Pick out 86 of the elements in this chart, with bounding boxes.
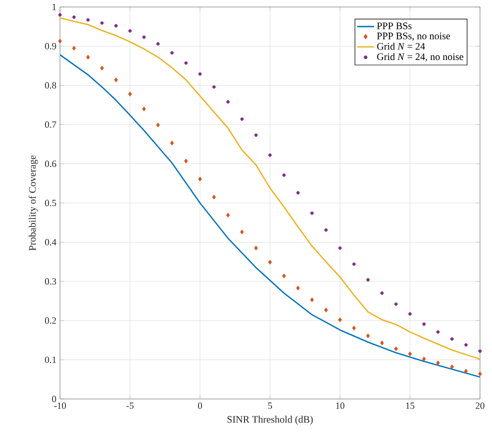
- point: [226, 100, 230, 104]
- point: [408, 312, 412, 316]
- point: [142, 106, 146, 112]
- x-tick-label: 5: [268, 402, 272, 409]
- point: [142, 35, 146, 39]
- point: [254, 246, 258, 250]
- y-tick-label: 0.1: [45, 356, 56, 364]
- x-tick-label: 0: [198, 402, 202, 409]
- point: [338, 246, 342, 250]
- point: [422, 322, 426, 326]
- x-tick-label: 10: [336, 402, 344, 409]
- point: [450, 364, 454, 370]
- y-tick-label: 0.5: [45, 200, 56, 206]
- point: [72, 15, 76, 19]
- point: [296, 191, 300, 194]
- point: [58, 38, 62, 44]
- point: [156, 42, 160, 46]
- point: [184, 61, 188, 65]
- point: [394, 302, 398, 306]
- y-tick-label: 1: [52, 4, 56, 10]
- point: [422, 356, 426, 362]
- x-tick-label: -5: [126, 402, 134, 409]
- x-axis-title: SINR Threshold (dB): [228, 416, 313, 425]
- x-tick-label: 15: [406, 402, 414, 409]
- point: [366, 278, 370, 282]
- point: [128, 92, 132, 96]
- y-tick-label: 0.7: [45, 121, 56, 128]
- point: [58, 13, 62, 17]
- point: [198, 176, 202, 182]
- point: [282, 274, 286, 278]
- point: [100, 21, 104, 25]
- legend-label: Grid N = 24, no noise: [377, 53, 464, 62]
- legend-label: PPP BSs, no noise: [377, 32, 450, 41]
- point: [380, 291, 384, 295]
- point: [478, 349, 482, 353]
- y-tick-label: 0.3: [45, 278, 56, 285]
- point: [338, 317, 342, 322]
- point: [86, 18, 90, 22]
- point: [268, 153, 272, 157]
- y-axis-title: Probability of Coverage: [28, 155, 38, 251]
- point: [184, 158, 188, 164]
- y-tick-label: 0.4: [45, 238, 56, 246]
- y-tick-label: 0.2: [45, 317, 56, 324]
- point: [114, 78, 118, 82]
- legend-label: Grid N = 24: [377, 42, 425, 50]
- point: [464, 343, 468, 347]
- point: [436, 330, 440, 334]
- point: [310, 211, 314, 215]
- point: [464, 368, 468, 374]
- point: [296, 286, 300, 290]
- point: [450, 337, 454, 341]
- x-tick-label: 20: [476, 402, 484, 409]
- point: [352, 262, 356, 266]
- point: [128, 29, 132, 33]
- point: [254, 133, 258, 137]
- point: [380, 340, 384, 346]
- x-tick-label: -10: [54, 402, 66, 409]
- point: [240, 117, 244, 121]
- y-tick-label: 0: [52, 396, 56, 402]
- point: [366, 333, 370, 338]
- point: [310, 297, 314, 302]
- point: [324, 308, 328, 312]
- point: [352, 326, 356, 330]
- point: [72, 46, 76, 51]
- y-tick-label: 0.9: [45, 42, 56, 50]
- point: [100, 66, 104, 71]
- point: [212, 85, 216, 89]
- legend-label: PPP BSs: [377, 22, 412, 30]
- point: [408, 352, 412, 356]
- point: [282, 173, 286, 177]
- point: [156, 122, 160, 128]
- y-tick-label: 0.6: [45, 160, 56, 168]
- point: [240, 230, 244, 234]
- point: [478, 372, 482, 376]
- point: [170, 140, 174, 146]
- point: [114, 24, 118, 28]
- point: [198, 72, 202, 76]
- point: [170, 51, 174, 55]
- point: [86, 54, 90, 60]
- y-tick-label: 0.8: [45, 82, 56, 89]
- point: [436, 360, 440, 366]
- point: [324, 228, 328, 232]
- point: [226, 212, 230, 218]
- point: [268, 260, 272, 265]
- point: [394, 346, 398, 352]
- point: [212, 194, 216, 200]
